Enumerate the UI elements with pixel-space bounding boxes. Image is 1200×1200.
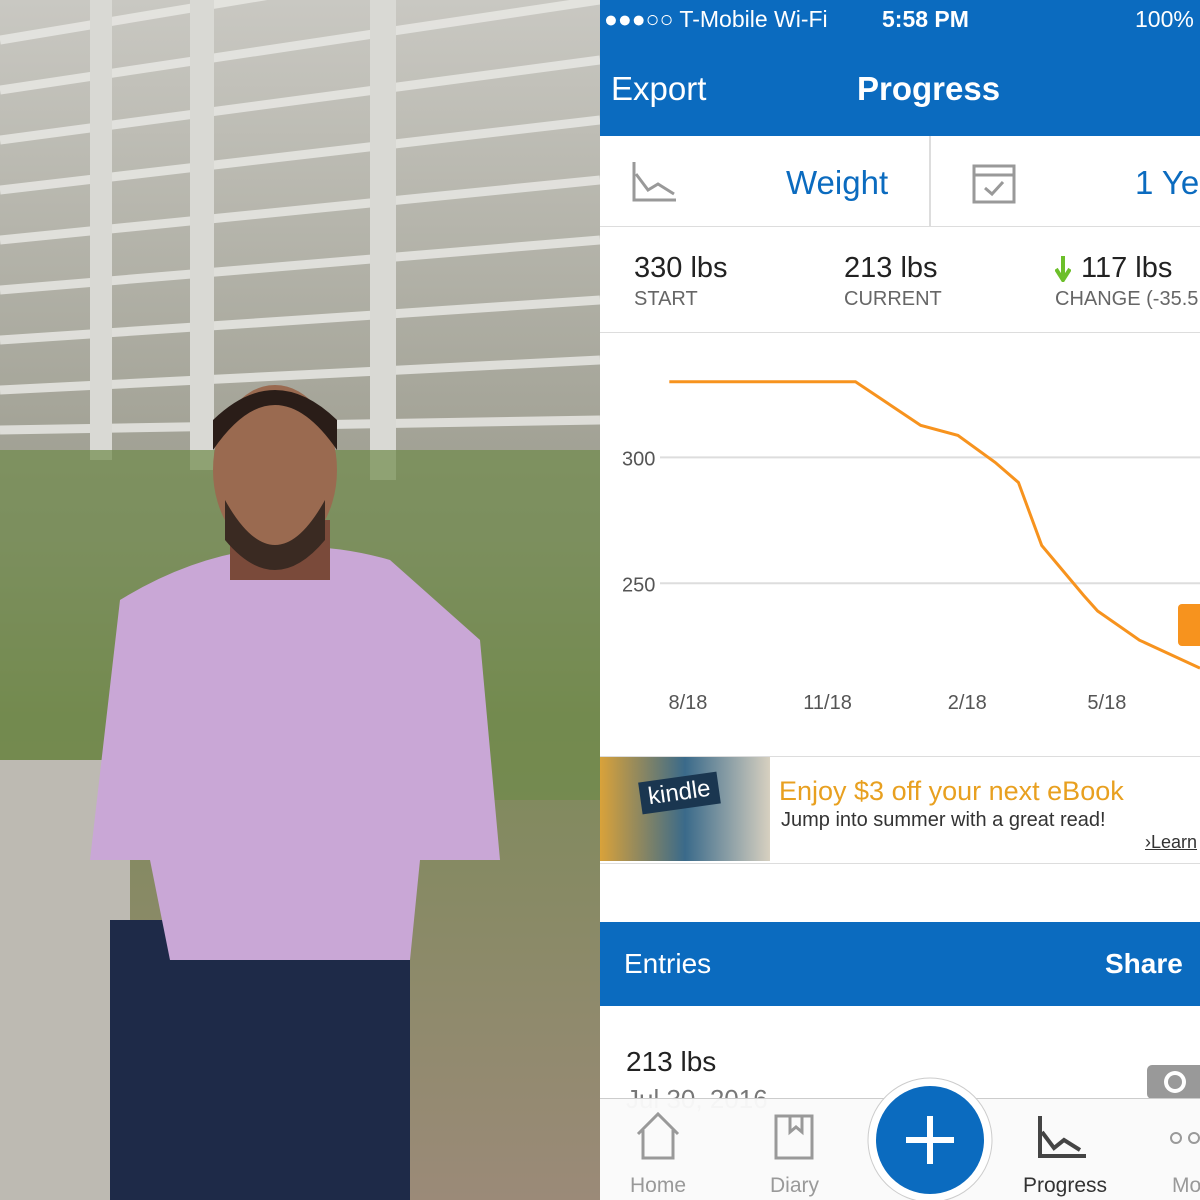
tab-label[interactable]: Diary [770,1174,820,1197]
stat-label: CHANGE (-35.5 [1055,288,1199,310]
battery: 100% [1135,6,1194,32]
divider [600,332,1200,333]
app-screen: ●●●○○ T-Mobile Wi-Fi 5:58 PM 100% Export… [600,0,1200,1200]
stat-value: 213 lbs [844,252,938,284]
stat-label: START [634,288,698,310]
ad-image [600,757,770,861]
range-selector[interactable]: 1 Ye [1135,164,1200,201]
share-button[interactable]: Share [1105,948,1183,979]
selector-bar [600,136,1200,227]
y-tick-label: 250 [622,574,655,596]
metric-selector[interactable]: Weight [786,164,889,201]
x-tick-label: 8/18 [668,692,707,714]
calendar-icon [972,164,1016,204]
marker-badge [1178,604,1200,646]
weight-chart: 5/18 2/18 11/18 8/18 250 300 [622,380,1200,714]
header [600,0,1200,136]
x-tick-label: 2/18 [948,692,987,714]
down-arrow [1055,256,1071,282]
tab-label[interactable]: Home [630,1174,687,1197]
camera-icon[interactable] [1145,1055,1200,1100]
tab-label[interactable]: Progress [1023,1174,1108,1197]
tab-label[interactable]: Mo [1172,1174,1200,1197]
weight-line [669,380,1200,670]
entries-title: Entries [624,948,712,979]
export-button[interactable]: Export [611,70,707,107]
carrier: ●●●○○ T-Mobile Wi-Fi [604,6,828,32]
clock: 5:58 PM [882,6,969,32]
x-tick-label: 5/18 [1087,692,1126,714]
ad-banner[interactable] [600,756,1200,864]
photo [0,0,600,1200]
stat-value: 117 lbs [1081,252,1173,284]
screen-title: Progress [857,70,1001,107]
chart-icon [632,162,676,202]
stat-value: 330 lbs [634,252,728,284]
ad-link[interactable]: ›Learn [1145,832,1198,852]
x-tick-label: 11/18 [803,692,852,714]
ad-headline: Enjoy $3 off your next eBook [779,776,1124,806]
entry-weight[interactable]: 213 lbs [626,1046,717,1077]
tab-icons [636,1077,1200,1200]
entries-header [600,922,1200,1006]
y-tick-label: 300 [622,448,655,470]
divider [929,136,931,226]
ad-text: Jump into summer with a great read! [781,809,1106,831]
stat-label: CURRENT [844,288,942,310]
